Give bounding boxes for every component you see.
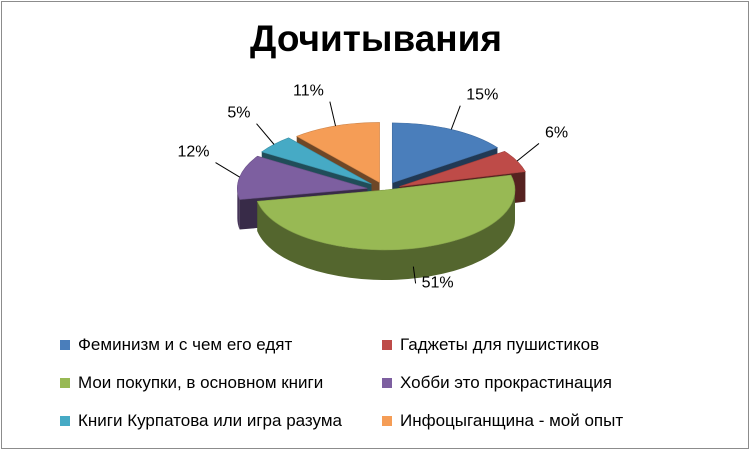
data-label-1: 15%: [466, 87, 498, 104]
legend-item-4: Хобби это прокрастинация: [382, 371, 700, 395]
pie-slice-1-top: [391, 122, 499, 184]
legend-item-2: Гаджеты для пушистиков: [382, 333, 700, 357]
legend-label-2: Гаджеты для пушистиков: [400, 335, 600, 354]
legend-swatch-1: [60, 340, 70, 350]
leader-line-2: [516, 143, 540, 162]
pie-slice-2-top: [399, 150, 526, 187]
pie-chart: 15% 6% 51% 12% 5% 11%: [177, 83, 568, 292]
data-label-3: 51%: [422, 274, 454, 291]
legend-swatch-6: [382, 416, 392, 426]
leader-line-3: [412, 266, 417, 284]
pie-slice-4-top: [237, 155, 368, 200]
legend-item-1: Феминизм и с чем его едят: [60, 333, 382, 357]
legend-item-5: Книги Курпатова или игра разума: [60, 409, 382, 433]
data-label-2: 6%: [545, 124, 568, 141]
pie-slice-3-top: [256, 174, 516, 251]
data-label-4: 12%: [177, 144, 209, 161]
pie-slice-3: [256, 174, 516, 281]
legend-label-5: Книги Курпатова или игра разума: [78, 411, 342, 430]
legend-label-4: Хобби это прокрастинация: [400, 373, 612, 392]
legend-item-6: Инфоцыганщина - мой опыт: [382, 409, 700, 433]
pie-slice-5-top: [261, 137, 372, 185]
legend-swatch-4: [382, 378, 392, 388]
data-label-6: 11%: [293, 83, 324, 100]
pie-slice-3-rim-1: [257, 190, 516, 281]
leader-line-5: [256, 123, 275, 145]
data-label-5: 5%: [227, 105, 250, 122]
legend-label-1: Феминизм и с чем его едят: [78, 335, 293, 354]
legend: Феминизм и с чем его едят Гаджеты для пу…: [60, 333, 700, 433]
leader-line-6: [329, 101, 337, 127]
legend-swatch-3: [60, 378, 70, 388]
leader-line-4: [215, 162, 240, 178]
legend-label-3: Мои покупки, в основном книги: [78, 373, 324, 392]
leader-line-1: [450, 105, 461, 130]
legend-item-3: Мои покупки, в основном книги: [60, 371, 382, 395]
legend-label-6: Инфоцыганщина - мой опыт: [400, 411, 624, 430]
chart-title: Дочитывания: [250, 18, 502, 59]
legend-swatch-2: [382, 340, 392, 350]
legend-swatch-5: [60, 416, 70, 426]
